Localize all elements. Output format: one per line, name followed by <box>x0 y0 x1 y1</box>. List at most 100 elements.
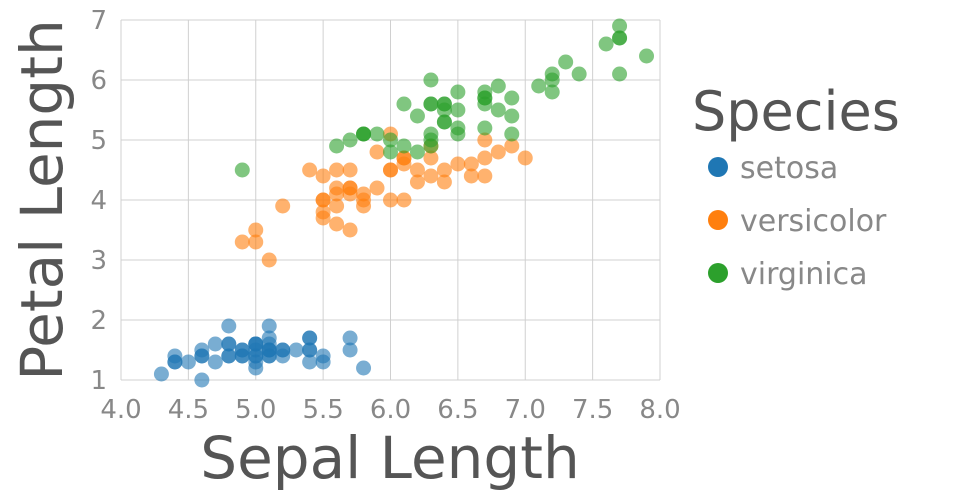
data-point <box>167 354 183 370</box>
data-point <box>248 348 264 364</box>
data-point <box>234 162 250 178</box>
data-point <box>450 84 466 100</box>
data-point <box>639 48 655 64</box>
legend-marker <box>708 157 728 177</box>
data-point <box>180 354 196 370</box>
x-tick-label: 5.5 <box>302 395 343 425</box>
data-point <box>490 102 506 118</box>
legend-label: virginica <box>740 257 868 292</box>
series-setosa <box>153 318 372 388</box>
legend-item-setosa: setosa <box>708 151 838 186</box>
series-versicolor <box>234 126 533 268</box>
data-point <box>369 126 385 142</box>
data-point <box>194 348 210 364</box>
data-point <box>544 72 560 88</box>
series-virginica <box>234 18 655 178</box>
x-tick-label: 5.0 <box>235 395 276 425</box>
data-point <box>423 132 439 148</box>
data-point <box>302 162 318 178</box>
data-point <box>504 138 520 154</box>
data-point <box>423 150 439 166</box>
data-point <box>302 330 318 346</box>
data-point <box>436 174 452 190</box>
data-point <box>450 102 466 118</box>
data-point <box>342 330 358 346</box>
data-point <box>356 126 372 142</box>
data-point <box>356 192 372 208</box>
data-point <box>383 132 398 148</box>
x-tick-label: 4.5 <box>168 395 209 425</box>
x-tick-label: 7.5 <box>572 395 613 425</box>
data-point <box>531 78 547 94</box>
data-point <box>477 120 493 136</box>
data-point <box>409 144 425 160</box>
data-point <box>342 162 358 178</box>
data-point <box>342 342 358 358</box>
legend-marker <box>708 263 728 283</box>
y-axis-title: Petal Length <box>8 19 76 380</box>
legend-item-virginica: virginica <box>708 257 868 292</box>
data-point <box>423 168 439 184</box>
data-point <box>612 66 628 82</box>
data-point <box>450 120 466 136</box>
data-point <box>275 342 291 358</box>
legend: Species setosa versicolor virginica <box>692 80 900 292</box>
data-point <box>490 78 506 94</box>
data-point <box>571 66 587 82</box>
data-point <box>221 348 237 364</box>
data-point <box>409 174 425 190</box>
data-point <box>302 342 318 358</box>
data-point <box>504 126 520 142</box>
data-point <box>383 144 398 160</box>
data-point <box>396 156 412 172</box>
legend-label: versicolor <box>740 204 887 239</box>
data-point <box>329 162 345 178</box>
x-axis-ticks: 4.0 4.5 5.0 5.5 6.0 6.5 7.0 7.5 8.0 <box>100 395 680 425</box>
data-point <box>221 336 237 352</box>
data-point <box>409 162 425 178</box>
data-point <box>612 18 628 34</box>
y-tick-label: 1 <box>90 366 107 396</box>
y-tick-label: 5 <box>90 126 107 156</box>
data-point <box>369 144 385 160</box>
data-point <box>248 222 264 238</box>
x-tick-label: 6.0 <box>370 395 411 425</box>
data-point <box>436 162 452 178</box>
data-point <box>261 318 277 334</box>
data-point <box>248 336 264 352</box>
data-point <box>329 138 345 154</box>
data-point <box>153 366 169 382</box>
data-point <box>477 90 493 106</box>
data-point <box>342 222 358 238</box>
data-point <box>612 30 628 46</box>
data-point <box>261 336 277 352</box>
x-tick-label: 6.5 <box>437 395 478 425</box>
data-point <box>396 138 412 154</box>
legend-marker <box>708 210 728 230</box>
data-points <box>153 18 655 388</box>
data-point <box>423 72 439 88</box>
data-point <box>409 108 425 124</box>
data-point <box>302 354 318 370</box>
data-point <box>423 96 439 112</box>
data-point <box>356 360 372 376</box>
data-point <box>504 108 520 124</box>
data-point <box>598 36 614 52</box>
data-point <box>558 54 574 70</box>
data-point <box>234 348 250 364</box>
data-point <box>275 198 291 214</box>
x-tick-label: 4.0 <box>100 395 141 425</box>
data-point <box>288 342 304 358</box>
data-point <box>504 90 520 106</box>
data-point <box>248 234 264 250</box>
data-point <box>383 192 398 208</box>
data-point <box>369 180 385 196</box>
data-point <box>329 180 345 196</box>
legend-title: Species <box>692 80 900 143</box>
data-point <box>450 156 466 172</box>
legend-label: setosa <box>740 151 838 186</box>
data-point <box>477 168 493 184</box>
data-point <box>207 354 223 370</box>
data-point <box>396 192 412 208</box>
